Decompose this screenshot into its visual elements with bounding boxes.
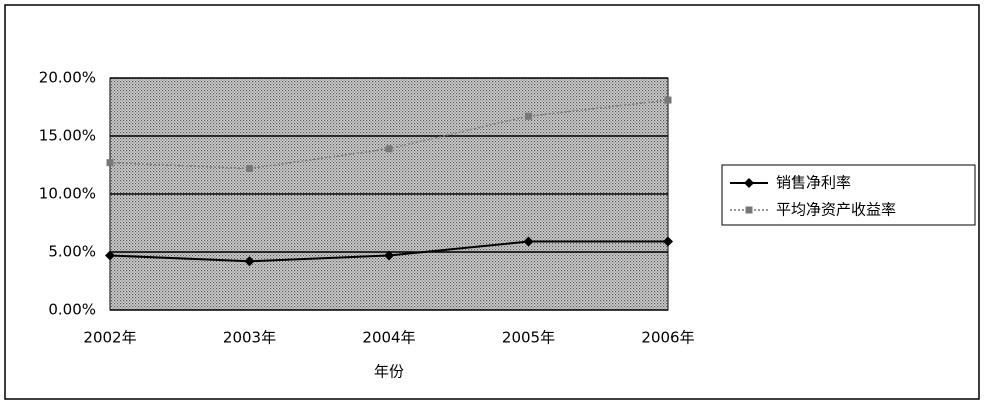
legend bbox=[721, 164, 976, 226]
marker bbox=[663, 236, 673, 247]
marker bbox=[105, 250, 115, 261]
marker bbox=[525, 112, 532, 120]
marker bbox=[664, 96, 672, 104]
x-tick-label: 2004年 bbox=[362, 329, 415, 347]
x-tick-label: 2003年 bbox=[223, 329, 276, 347]
x-tick-label: 2006年 bbox=[641, 329, 694, 347]
frame bbox=[4, 4, 980, 400]
legend-marker bbox=[745, 206, 753, 214]
y-tick-label: 10.00% bbox=[39, 185, 96, 203]
marker bbox=[384, 250, 394, 261]
x-axis-label: 年份 bbox=[374, 363, 404, 381]
marker bbox=[106, 159, 114, 167]
y-tick-label: 0.00% bbox=[48, 301, 96, 319]
y-tick-label: 15.00% bbox=[39, 127, 96, 145]
x-tick-label: 2002年 bbox=[83, 329, 136, 347]
y-tick-label: 20.00% bbox=[39, 69, 96, 87]
legend-label: 平均净资产收益率 bbox=[776, 201, 896, 219]
marker bbox=[244, 256, 255, 267]
marker bbox=[385, 145, 393, 153]
legend-marker bbox=[744, 178, 754, 188]
marker bbox=[246, 164, 253, 172]
marker bbox=[523, 236, 534, 247]
x-tick-label: 2005年 bbox=[502, 329, 555, 347]
y-tick-label: 5.00% bbox=[48, 243, 96, 261]
legend-label: 销售净利率 bbox=[776, 174, 851, 192]
